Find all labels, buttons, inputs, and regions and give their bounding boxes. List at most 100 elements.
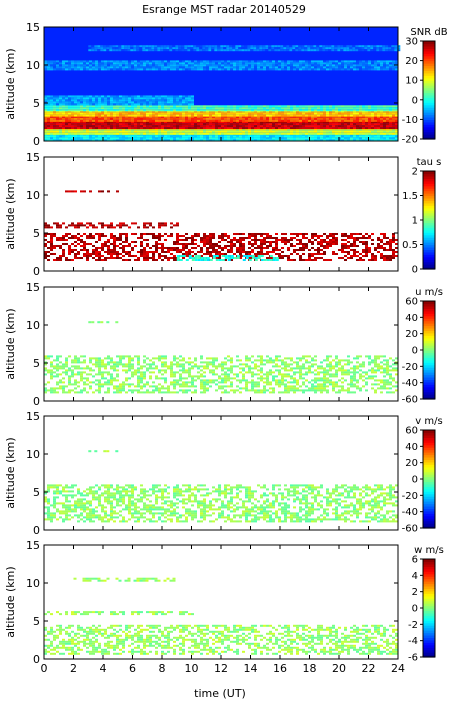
colorbar-segment xyxy=(423,394,435,398)
x-tick-label: 20 xyxy=(332,662,346,675)
colorbar-segment xyxy=(423,119,435,123)
y-tick-label: 0 xyxy=(33,135,40,148)
y-axis-label: altitude (km) xyxy=(4,178,17,249)
colorbar-segment xyxy=(423,391,435,395)
colorbar-segment xyxy=(423,571,435,575)
colorbar-segment xyxy=(423,590,435,594)
colorbar-segment xyxy=(423,58,435,62)
colorbar-segment xyxy=(423,578,435,582)
y-axis-label: altitude (km) xyxy=(4,566,17,637)
colorbar-segment xyxy=(423,323,435,327)
colorbar-segment xyxy=(423,357,435,361)
heatmap-layer-4 xyxy=(176,255,279,261)
colorbar-tick-label: 1.5 xyxy=(402,191,418,202)
colorbar-tick-label: 20 xyxy=(405,329,418,340)
x-tick-label: 2 xyxy=(70,662,77,675)
colorbar-segment xyxy=(423,515,435,519)
colorbar-segment xyxy=(423,65,435,69)
y-tick-label: 0 xyxy=(33,653,40,666)
colorbar-segment xyxy=(423,210,435,214)
colorbar-segment xyxy=(423,90,435,94)
heatmap-layer-2 xyxy=(44,611,194,616)
y-tick-label: 10 xyxy=(26,189,40,202)
y-tick-label: 15 xyxy=(26,151,40,164)
colorbar-segment xyxy=(423,345,435,349)
colorbar-segment xyxy=(423,82,435,86)
colorbar-segment xyxy=(423,464,435,468)
colorbar-segment xyxy=(423,627,435,631)
colorbar-segment xyxy=(423,622,435,626)
y-tick-label: 0 xyxy=(33,395,40,408)
colorbar-label: SNR dB xyxy=(410,27,447,38)
colorbar-segment xyxy=(423,114,435,118)
colorbar-segment xyxy=(423,639,435,643)
colorbar-segment xyxy=(423,261,435,265)
heatmap-layer-2 xyxy=(88,321,119,324)
colorbar-segment xyxy=(423,232,435,236)
heatmap-layer-4 xyxy=(44,115,398,122)
colorbar-segment xyxy=(423,244,435,248)
colorbar-segment xyxy=(423,45,435,49)
colorbar-segment xyxy=(423,518,435,522)
x-tick-label: 4 xyxy=(100,662,107,675)
colorbar-segment xyxy=(423,320,435,324)
x-tick-label: 0 xyxy=(41,662,48,675)
colorbar-segment xyxy=(423,310,435,314)
colorbar-segment xyxy=(423,488,435,492)
colorbar-tick-label: -6 xyxy=(408,653,418,664)
heatmap-layer-2 xyxy=(88,450,119,453)
colorbar-segment xyxy=(423,434,435,438)
colorbar-segment xyxy=(423,471,435,475)
colorbar-segment xyxy=(423,234,435,238)
colorbar-segment xyxy=(423,301,435,305)
colorbar-segment xyxy=(423,72,435,76)
y-tick-label: 10 xyxy=(26,448,40,461)
colorbar-segment xyxy=(423,87,435,91)
colorbar-segment xyxy=(423,588,435,592)
colorbar-tick-label: 10 xyxy=(405,76,418,87)
y-tick-label: 15 xyxy=(26,281,40,294)
colorbar-tick-label: 4 xyxy=(412,571,418,582)
y-tick-label: 0 xyxy=(33,524,40,537)
colorbar-tick-label: 0 xyxy=(412,95,418,106)
colorbar-label: w m/s xyxy=(414,545,444,556)
panel-4: 0 5 10 15 altitude (km) v m/s60 40 20 0 -20 -40 -60 xyxy=(4,410,443,537)
colorbar-segment xyxy=(423,53,435,57)
colorbar-segment xyxy=(423,92,435,96)
colorbar-segment xyxy=(423,381,435,385)
x-tick-label: 22 xyxy=(362,662,376,675)
y-axis-label: altitude (km) xyxy=(4,308,17,379)
colorbar-segment xyxy=(423,259,435,263)
colorbar-tick-label: 0 xyxy=(412,265,418,276)
y-axis-label: altitude (km) xyxy=(4,48,17,119)
colorbar-tick-label: 20 xyxy=(405,56,418,67)
colorbar-segment xyxy=(423,632,435,636)
colorbar-segment xyxy=(423,264,435,268)
heatmap-layer-2 xyxy=(44,128,398,135)
colorbar-tick-label: -20 xyxy=(402,135,418,146)
colorbar-segment xyxy=(423,340,435,344)
colorbar-tick-label: -20 xyxy=(402,491,418,502)
colorbar-segment xyxy=(423,585,435,589)
colorbar-segment xyxy=(423,637,435,641)
colorbar-segment xyxy=(423,501,435,505)
colorbar-segment xyxy=(423,612,435,616)
colorbar-segment xyxy=(423,647,435,651)
colorbar-segment xyxy=(423,67,435,71)
heatmap-layer-3 xyxy=(44,121,398,130)
heatmap-layer-1 xyxy=(44,233,398,261)
colorbar-tick-label: 0 xyxy=(412,604,418,615)
colorbar-segment xyxy=(423,217,435,221)
x-tick-label: 14 xyxy=(244,662,258,675)
colorbar-segment xyxy=(423,466,435,470)
colorbar-segment xyxy=(423,396,435,400)
colorbar-segment xyxy=(423,318,435,322)
colorbar-segment xyxy=(423,447,435,451)
heatmap-layer-3 xyxy=(73,577,176,582)
colorbar-segment xyxy=(423,99,435,103)
colorbar-segment xyxy=(423,237,435,241)
colorbar-segment xyxy=(423,124,435,128)
chart-title: Esrange MST radar 20140529 xyxy=(142,3,306,16)
colorbar-segment xyxy=(423,193,435,197)
